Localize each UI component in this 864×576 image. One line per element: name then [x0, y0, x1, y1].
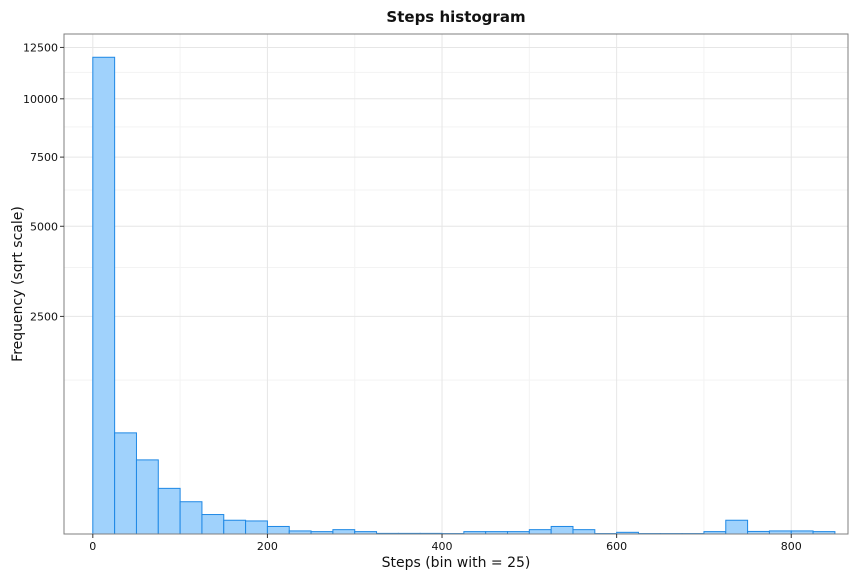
histogram-bar: [332, 529, 356, 535]
histogram-bar: [550, 525, 574, 535]
histogram-bar: [245, 520, 268, 535]
histogram-bar: [157, 487, 181, 535]
grid-layer: [64, 34, 848, 534]
ticks-layer: 0 200 400 600 800 2500 5000 7500 10000 12500: [23, 41, 802, 553]
y-tick-label: 5000: [30, 220, 58, 233]
x-axis-title: Steps (bin with = 25): [382, 555, 531, 571]
y-tick-label: 10000: [23, 93, 58, 106]
y-tick-label: 2500: [30, 310, 58, 323]
histogram-bar: [135, 459, 159, 535]
x-tick-label: 0: [89, 540, 96, 553]
x-tick-label: 400: [432, 540, 453, 553]
chart-title: Steps histogram: [386, 8, 525, 26]
histogram-bar: [179, 501, 203, 535]
histogram-bar: [92, 56, 116, 535]
x-tick-label: 600: [606, 540, 627, 553]
panel-border: [63, 33, 849, 535]
histogram-bar: [528, 529, 552, 535]
histogram-bar: [572, 529, 596, 535]
y-tick-label: 12500: [23, 41, 58, 54]
histogram-bar: [114, 432, 137, 535]
x-tick-label: 200: [257, 540, 278, 553]
y-tick-label: 7500: [30, 151, 58, 164]
bars-layer: [92, 56, 836, 535]
histogram-bar: [223, 519, 247, 535]
histogram-bar: [201, 514, 225, 535]
y-axis-title: Frequency (sqrt scale): [10, 206, 26, 362]
x-tick-label: 800: [781, 540, 802, 553]
histogram-bar: [266, 525, 290, 535]
histogram-bar: [725, 519, 749, 535]
